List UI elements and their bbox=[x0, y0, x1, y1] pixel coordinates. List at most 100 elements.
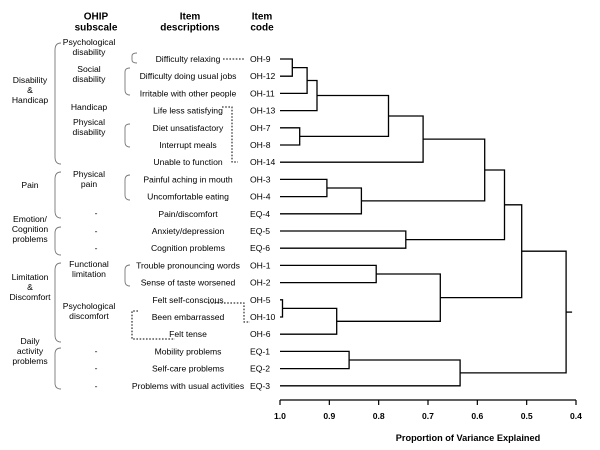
subscale-label-dash-pain: - bbox=[95, 208, 98, 218]
dendrogram-link-m15 bbox=[336, 273, 441, 322]
item-code-oh-2: OH-2 bbox=[250, 278, 271, 288]
dendrogram-link-m2 bbox=[280, 66, 308, 95]
domain-label-limitation-discomfort: Limitation & Discomfort bbox=[9, 272, 51, 302]
item-code-oh-14: OH-14 bbox=[250, 157, 276, 167]
item-code-oh-10: OH-10 bbox=[250, 312, 276, 322]
subscale-brace-psychological-disability bbox=[131, 52, 138, 64]
item-desc-pain-discomfort: Pain/discomfort bbox=[158, 209, 218, 219]
item-code-oh-5: OH-5 bbox=[250, 295, 271, 305]
subscale-label-dash-emotion: - bbox=[95, 226, 98, 236]
item-code-oh-3: OH-3 bbox=[250, 174, 271, 184]
dendrogram-link-m13 bbox=[280, 264, 377, 284]
item-code-oh-12: OH-12 bbox=[250, 71, 276, 81]
item-code-eq-6: EQ-6 bbox=[250, 243, 270, 253]
dendrogram-link-m12 bbox=[280, 299, 284, 318]
domain-label-pain: Pain bbox=[21, 180, 38, 190]
dendrogram-link-m14 bbox=[280, 307, 338, 335]
subscale-label-physical-disability: Physical disability bbox=[73, 117, 107, 137]
item-desc-problems-with-usual-activities: Problems with usual activities bbox=[132, 381, 244, 391]
domain-brace-limitation-discomfort bbox=[54, 262, 62, 343]
item-desc-been-embarrassed: Been embarrassed bbox=[152, 312, 225, 322]
subscale-label-dash-mobility: - bbox=[95, 346, 98, 356]
item-desc-mobility-problems: Mobility problems bbox=[155, 346, 222, 356]
item-code-oh-11: OH-11 bbox=[250, 88, 275, 98]
x-tick-label: 0.4 bbox=[570, 411, 582, 421]
subscale-label-dash-usual-activities: - bbox=[95, 381, 98, 391]
dendrogram-link-m17 bbox=[280, 350, 350, 370]
item-desc-unable-to-function: Unable to function bbox=[153, 157, 222, 167]
dendrogram-link-m4 bbox=[280, 127, 301, 146]
dotted-connector-psych-discomfort bbox=[208, 302, 250, 323]
subscale-label-dash-cognition: - bbox=[95, 243, 98, 253]
subscale-label-social-disability: Social disability bbox=[73, 64, 107, 84]
dendrogram-link-m1 bbox=[280, 58, 293, 77]
item-desc-irritable-with-other-people: Irritable with other people bbox=[140, 88, 237, 98]
dendrogram-link-m3 bbox=[280, 79, 318, 112]
item-desc-life-less-satisfying: Life less satisfying bbox=[153, 106, 223, 116]
header-code: Item code bbox=[250, 12, 274, 34]
subscale-label-psychological-disability: Psychological disability bbox=[63, 37, 116, 57]
item-code-oh-7: OH-7 bbox=[250, 123, 271, 133]
dendrogram-link-m16 bbox=[440, 204, 523, 299]
item-desc-anxiety-depression: Anxiety/depression bbox=[152, 226, 225, 236]
item-code-eq-1: EQ-1 bbox=[250, 346, 270, 356]
subscale-label-dash-selfcare: - bbox=[95, 363, 98, 373]
dendrogram-link-m11 bbox=[405, 169, 506, 241]
item-code-oh-6: OH-6 bbox=[250, 329, 271, 339]
x-tick-label: 0.9 bbox=[323, 411, 335, 421]
item-desc-trouble-pronouncing-words: Trouble pronouncing words bbox=[136, 260, 240, 270]
dotted-connector-felt-tense bbox=[131, 310, 175, 340]
item-desc-felt-tense: Felt tense bbox=[169, 329, 207, 339]
subscale-label-handicap: Handicap bbox=[71, 102, 108, 112]
item-code-eq-5: EQ-5 bbox=[250, 226, 270, 236]
item-code-eq-3: EQ-3 bbox=[250, 381, 270, 391]
x-axis-ticks: 1.0 0.9 0.8 0.7 0.6 0.5 0.4 bbox=[274, 400, 582, 421]
item-list: Difficulty relaxing OH-9 Difficulty doing … bbox=[132, 54, 276, 391]
subscale-brace-social-disability bbox=[124, 67, 131, 96]
item-code-oh-13: OH-13 bbox=[250, 106, 276, 116]
item-code-oh-4: OH-4 bbox=[250, 192, 271, 202]
item-desc-uncomfortable-eating: Uncomfortable eating bbox=[147, 192, 229, 202]
item-code-eq-4: EQ-4 bbox=[250, 209, 270, 219]
item-desc-diet-unsatisfactory: Diet unsatisfactory bbox=[153, 123, 224, 133]
item-desc-difficulty-doing-usual-jobs: Difficulty doing usual jobs bbox=[140, 71, 237, 81]
item-desc-interrupt-meals: Interrupt meals bbox=[159, 140, 216, 150]
dendrogram-link-m6 bbox=[280, 115, 424, 163]
x-tick-label: 0.6 bbox=[471, 411, 483, 421]
domain-brace-pain bbox=[54, 171, 62, 219]
domain-label-daily-activity: Daily activity problems bbox=[12, 336, 47, 366]
item-desc-painful-aching-in-mouth: Painful aching in mouth bbox=[143, 174, 233, 184]
item-desc-cognition-problems: Cognition problems bbox=[151, 243, 225, 253]
dendrogram-link-m19 bbox=[460, 250, 567, 374]
dendrogram-link-m5 bbox=[299, 94, 390, 138]
item-code-oh-1: OH-1 bbox=[250, 260, 271, 270]
x-tick-label: 0.8 bbox=[373, 411, 385, 421]
dendrogram-link-m18 bbox=[280, 359, 461, 387]
item-desc-difficulty-relaxing: Difficulty relaxing bbox=[156, 54, 221, 64]
domain-brace-disability-handicap bbox=[54, 42, 62, 165]
domain-label-disability-handicap: Disability & Handicap bbox=[12, 75, 49, 105]
x-tick-label: 0.5 bbox=[521, 411, 533, 421]
dendrogram-link-m8 bbox=[280, 187, 363, 215]
subscale-label-physical-pain: Physical pain bbox=[73, 169, 105, 189]
subscale-label-functional-limitation: Functional limitation bbox=[69, 259, 109, 279]
item-code-oh-9: OH-9 bbox=[250, 54, 271, 64]
item-desc-sense-of-taste-worsened: Sense of taste worsened bbox=[141, 278, 236, 288]
subscale-brace-functional-limitation bbox=[124, 264, 131, 287]
subscale-brace-physical-disability bbox=[124, 123, 131, 148]
item-desc-self-care-problems: Self-care problems bbox=[152, 364, 224, 374]
domain-label-emotion-cognition: Emotion/Cognition problems bbox=[12, 214, 49, 244]
x-tick-label: 1.0 bbox=[274, 411, 286, 421]
dendrogram-link-m10 bbox=[280, 230, 407, 249]
domain-brace-emotion-cognition bbox=[54, 226, 62, 256]
dendrogram-links bbox=[280, 58, 573, 387]
dendrogram-link-m7 bbox=[280, 178, 328, 198]
dotted-connector-unable-to-function bbox=[222, 106, 238, 163]
x-tick-label: 0.7 bbox=[422, 411, 434, 421]
domain-brace-daily-activity bbox=[54, 347, 62, 390]
subscale-brace-physical-pain bbox=[124, 174, 131, 201]
item-code-oh-8: OH-8 bbox=[250, 140, 271, 150]
header-descriptions: Item descriptions bbox=[160, 12, 220, 34]
subscale-label-psychological-discomfort: Psychological discomfort bbox=[63, 301, 116, 321]
